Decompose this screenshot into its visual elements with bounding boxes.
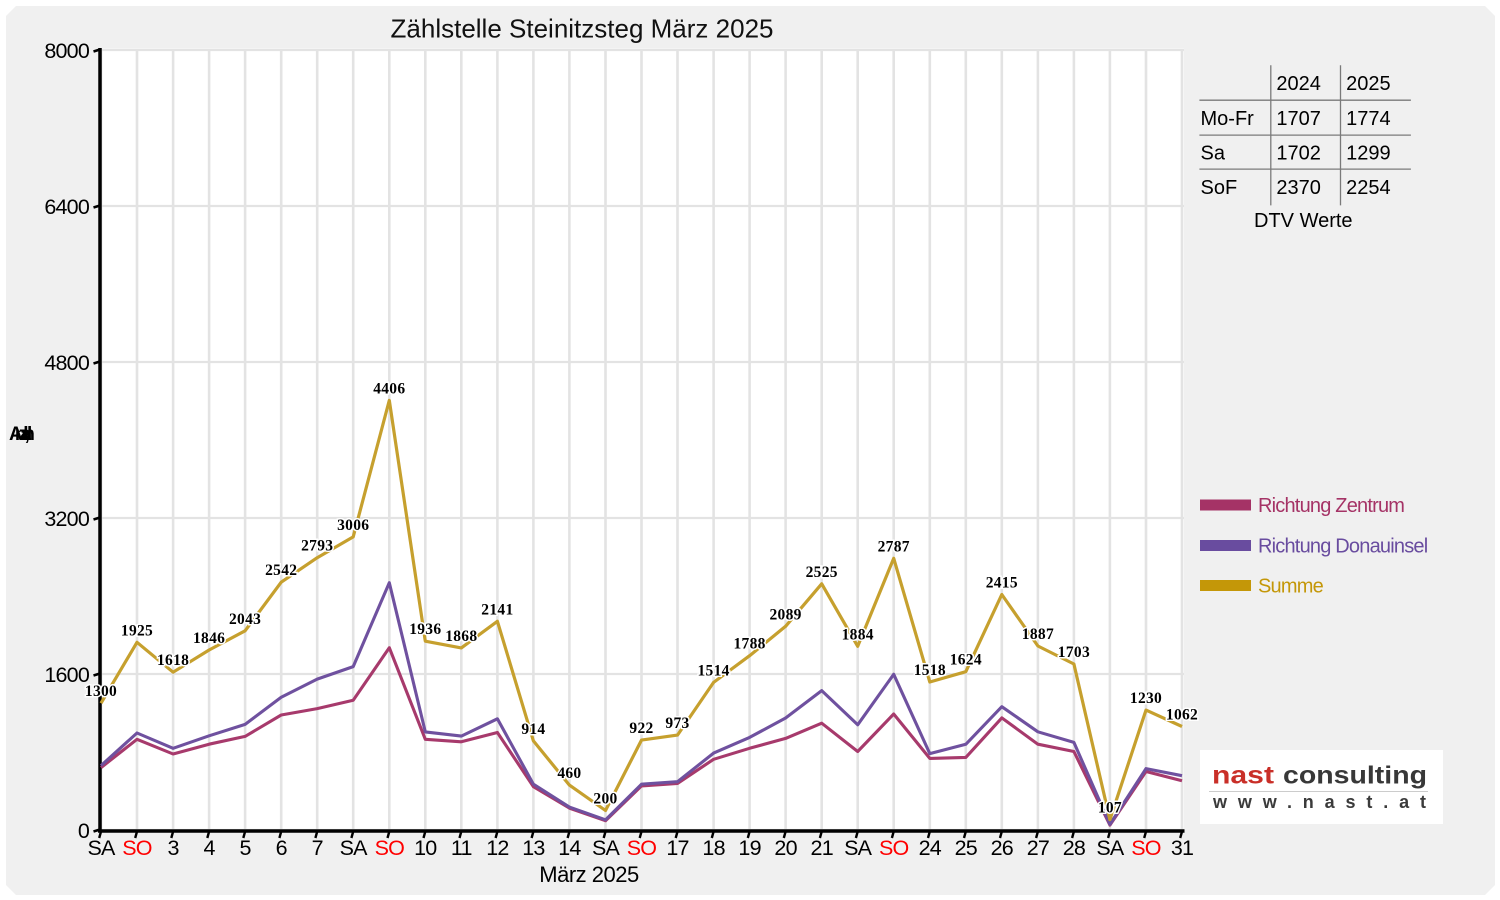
svg-text:107: 107 bbox=[1098, 800, 1122, 817]
svg-text:1518: 1518 bbox=[914, 662, 946, 679]
svg-text:4: 4 bbox=[204, 836, 216, 860]
svg-text:27: 27 bbox=[1027, 836, 1049, 860]
svg-text:SA: SA bbox=[87, 836, 116, 860]
svg-text:200: 200 bbox=[593, 791, 617, 808]
svg-text:1887: 1887 bbox=[1022, 626, 1054, 643]
svg-text:nast: nast bbox=[1212, 762, 1275, 790]
svg-text:SA: SA bbox=[340, 836, 369, 860]
svg-text:2141: 2141 bbox=[481, 601, 513, 618]
svg-text:2787: 2787 bbox=[878, 538, 910, 555]
svg-text:21: 21 bbox=[811, 836, 833, 860]
svg-text:SO: SO bbox=[1131, 836, 1161, 860]
svg-text:DTV Werte: DTV Werte bbox=[1254, 210, 1353, 232]
svg-text:3006: 3006 bbox=[337, 517, 369, 534]
svg-text:0: 0 bbox=[78, 819, 90, 843]
svg-text:März 2025: März 2025 bbox=[539, 862, 639, 887]
svg-text:19: 19 bbox=[738, 836, 760, 860]
svg-text:Sa: Sa bbox=[1201, 143, 1226, 165]
svg-text:2370: 2370 bbox=[1276, 177, 1321, 199]
svg-text:10: 10 bbox=[414, 836, 437, 860]
svg-text:1299: 1299 bbox=[1346, 143, 1391, 165]
svg-text:1788: 1788 bbox=[733, 636, 765, 653]
svg-text:31: 31 bbox=[1171, 836, 1193, 860]
svg-text:8000: 8000 bbox=[44, 39, 89, 63]
svg-text:2542: 2542 bbox=[265, 562, 297, 579]
svg-text:13: 13 bbox=[522, 836, 545, 860]
svg-text:2043: 2043 bbox=[229, 611, 261, 628]
svg-text:SA: SA bbox=[844, 836, 873, 860]
svg-text:Mo-Fr: Mo-Fr bbox=[1201, 108, 1255, 130]
svg-text:6: 6 bbox=[276, 836, 288, 860]
svg-text:SO: SO bbox=[122, 836, 152, 860]
svg-text:2415: 2415 bbox=[986, 575, 1018, 592]
svg-text:1300: 1300 bbox=[85, 683, 117, 700]
svg-text:1600: 1600 bbox=[44, 663, 89, 687]
svg-text:2793: 2793 bbox=[301, 538, 333, 555]
svg-text:2024: 2024 bbox=[1276, 73, 1321, 95]
svg-text:SA: SA bbox=[592, 836, 621, 860]
svg-text:1925: 1925 bbox=[121, 622, 153, 639]
svg-text:1868: 1868 bbox=[445, 628, 477, 645]
svg-text:1703: 1703 bbox=[1058, 644, 1090, 661]
svg-text:24: 24 bbox=[919, 836, 942, 860]
svg-text:3: 3 bbox=[168, 836, 180, 860]
svg-text:Richtung Zentrum: Richtung Zentrum bbox=[1258, 495, 1404, 517]
svg-text:6400: 6400 bbox=[44, 195, 89, 219]
svg-text:2525: 2525 bbox=[806, 564, 838, 581]
svg-text:1514: 1514 bbox=[697, 662, 729, 679]
svg-text:3200: 3200 bbox=[44, 507, 89, 531]
svg-text:4800: 4800 bbox=[44, 351, 89, 375]
svg-text:17: 17 bbox=[666, 836, 688, 860]
svg-text:1062: 1062 bbox=[1166, 707, 1198, 724]
svg-text:18: 18 bbox=[702, 836, 725, 860]
svg-text:973: 973 bbox=[665, 715, 689, 732]
svg-text:Summe: Summe bbox=[1258, 576, 1324, 598]
svg-text:1884: 1884 bbox=[842, 626, 874, 643]
svg-text:1618: 1618 bbox=[157, 652, 189, 669]
svg-text:4406: 4406 bbox=[373, 380, 405, 397]
svg-text:SO: SO bbox=[627, 836, 657, 860]
svg-text:2025: 2025 bbox=[1346, 73, 1391, 95]
svg-text:25: 25 bbox=[955, 836, 978, 860]
svg-text:26: 26 bbox=[991, 836, 1014, 860]
svg-text:28: 28 bbox=[1063, 836, 1086, 860]
svg-text:922: 922 bbox=[629, 720, 653, 737]
svg-text:consulting: consulting bbox=[1283, 762, 1427, 790]
svg-text:1624: 1624 bbox=[950, 652, 982, 669]
svg-text:SoF: SoF bbox=[1201, 177, 1238, 199]
svg-text:2089: 2089 bbox=[769, 606, 801, 623]
svg-text:460: 460 bbox=[557, 765, 581, 782]
svg-text:SO: SO bbox=[879, 836, 909, 860]
svg-text:2254: 2254 bbox=[1346, 177, 1391, 199]
svg-text:1846: 1846 bbox=[193, 630, 225, 647]
svg-text:14: 14 bbox=[558, 836, 581, 860]
svg-text:1230: 1230 bbox=[1130, 690, 1162, 707]
svg-text:7: 7 bbox=[312, 836, 323, 860]
svg-text:1936: 1936 bbox=[409, 621, 441, 638]
svg-text:11: 11 bbox=[451, 836, 472, 860]
svg-text:SO: SO bbox=[375, 836, 405, 860]
svg-text:1702: 1702 bbox=[1276, 143, 1321, 165]
svg-text:12: 12 bbox=[486, 836, 508, 860]
svg-text:1707: 1707 bbox=[1276, 108, 1321, 130]
svg-text:Richtung Donauinsel: Richtung Donauinsel bbox=[1258, 536, 1428, 558]
svg-text:20: 20 bbox=[774, 836, 797, 860]
svg-text:914: 914 bbox=[521, 721, 545, 738]
svg-text:5: 5 bbox=[240, 836, 252, 860]
svg-text:SA: SA bbox=[1096, 836, 1125, 860]
svg-text:1774: 1774 bbox=[1346, 108, 1391, 130]
svg-text:Zählstelle Steinitzsteg März 2: Zählstelle Steinitzsteg März 2025 bbox=[391, 14, 774, 44]
